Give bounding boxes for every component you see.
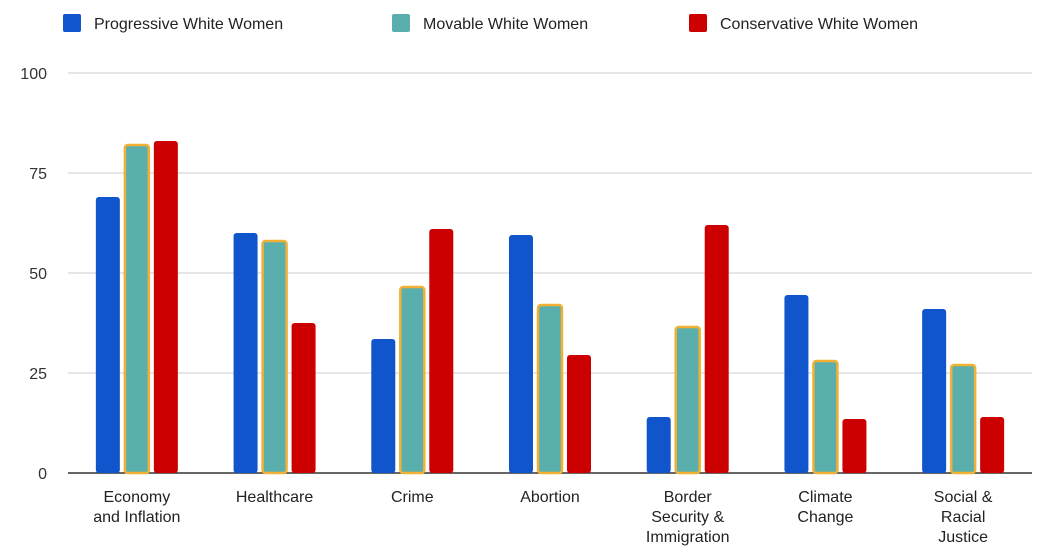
y-axis-ticks: 0 25 50 75 100 — [20, 66, 47, 483]
bar-1-1 — [261, 239, 288, 475]
bars — [95, 141, 1005, 475]
y-tick-label: 50 — [29, 266, 47, 283]
legend-item-1: Movable White Women — [392, 14, 588, 33]
x-category-line: Healthcare — [236, 489, 313, 506]
legend-swatch — [392, 14, 410, 32]
y-tick-label: 75 — [29, 166, 47, 183]
x-category-label: Abortion — [520, 489, 580, 506]
legend-label: Movable White Women — [423, 16, 588, 33]
bar-1-0 — [123, 143, 151, 475]
x-category-line: Border — [664, 489, 713, 506]
bar-1-4 — [674, 325, 701, 475]
bar-0-0 — [95, 197, 120, 473]
bar-1-6 — [949, 363, 977, 475]
bar-2-5 — [842, 419, 867, 473]
legend-label: Conservative White Women — [720, 16, 918, 33]
x-category-label: Crime — [391, 489, 434, 506]
x-category-label: Social & Racial Justice — [934, 489, 993, 546]
x-category-line: Abortion — [520, 489, 580, 506]
x-category-line: Immigration — [646, 529, 730, 546]
bar-0-2 — [371, 339, 396, 473]
bar-1-2 — [399, 285, 426, 475]
y-tick-label: 100 — [20, 66, 47, 83]
legend-swatch — [689, 14, 707, 32]
bar-2-0 — [153, 141, 178, 473]
bar-1-5 — [812, 359, 839, 475]
bar-0-1 — [233, 233, 258, 473]
bar-0-3 — [509, 235, 533, 473]
x-axis-categories: Economy and Inflation Healthcare Crime Abort… — [93, 489, 993, 546]
y-tick-label: 25 — [29, 366, 47, 383]
x-category-label: Economy and Inflation — [93, 489, 180, 526]
legend: Progressive White Women Movable White Wom… — [63, 14, 918, 33]
x-category-line: and Inflation — [93, 509, 180, 526]
legend-label: Progressive White Women — [94, 16, 283, 33]
x-category-line: Economy — [104, 489, 171, 506]
bar-1-3 — [536, 303, 564, 475]
bar-2-1 — [291, 323, 316, 473]
bar-0-6 — [922, 309, 947, 473]
x-category-line: Racial — [941, 509, 985, 526]
x-category-line: Social & — [934, 489, 993, 506]
y-tick-label: 0 — [38, 466, 47, 483]
x-category-label: Healthcare — [236, 489, 313, 506]
x-category-line: Climate — [798, 489, 852, 506]
x-category-line: Justice — [938, 529, 988, 546]
bar-0-4 — [646, 417, 671, 473]
bar-2-6 — [980, 417, 1005, 473]
bar-2-2 — [429, 229, 454, 473]
legend-item-0: Progressive White Women — [63, 14, 283, 33]
x-category-label: Climate Change — [797, 489, 853, 526]
x-category-line: Security & — [651, 509, 724, 526]
x-category-line: Change — [797, 509, 853, 526]
x-category-label: Border Security & Immigration — [646, 489, 730, 546]
legend-item-2: Conservative White Women — [689, 14, 918, 33]
x-category-line: Crime — [391, 489, 434, 506]
legend-swatch — [63, 14, 81, 32]
bar-2-3 — [567, 355, 591, 473]
bar-0-5 — [784, 295, 809, 473]
bar-2-4 — [704, 225, 729, 473]
